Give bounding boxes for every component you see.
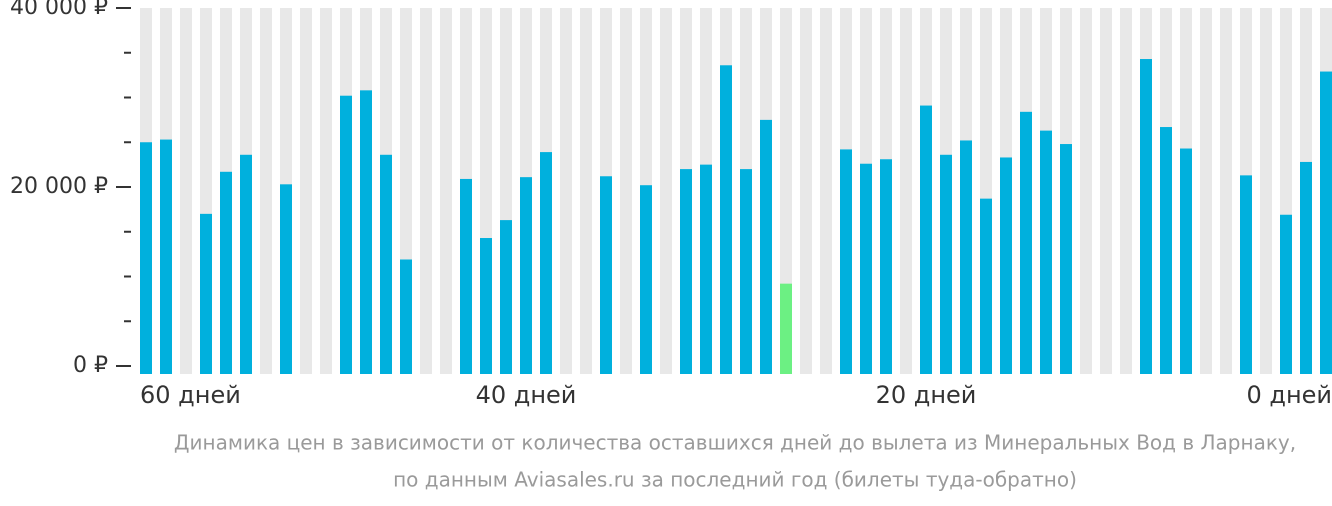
x-tick-label: 20 дней [876, 381, 977, 409]
bar [240, 154, 252, 374]
bar [940, 154, 952, 374]
column-background [1200, 8, 1212, 374]
bar [680, 169, 692, 374]
bar [1240, 175, 1252, 374]
bar [1040, 130, 1052, 374]
column-background [440, 8, 452, 374]
bar [1000, 157, 1012, 374]
bar [1180, 148, 1192, 374]
column-background [320, 8, 332, 374]
bar [160, 139, 172, 374]
bar [200, 213, 212, 374]
column-background [1120, 8, 1132, 374]
bar [380, 154, 392, 374]
column-background [560, 8, 572, 374]
column-background [1220, 8, 1232, 374]
bar [500, 220, 512, 374]
column-background [580, 8, 592, 374]
bar [840, 149, 852, 374]
bar [1320, 71, 1332, 375]
bar [600, 176, 612, 374]
x-tick-label: 40 дней [476, 381, 577, 409]
bar [140, 142, 152, 374]
bar [1020, 111, 1032, 374]
bar [400, 259, 412, 374]
bar [1300, 161, 1312, 374]
bar [740, 169, 752, 374]
column-background [1100, 8, 1112, 374]
bar [280, 184, 292, 374]
bar [780, 283, 792, 374]
bar [480, 238, 492, 374]
bar [860, 163, 872, 374]
column-background [180, 8, 192, 374]
column-background [420, 8, 432, 374]
bar [360, 90, 372, 374]
bar [960, 140, 972, 374]
caption: по данным Aviasales.ru за последний год … [393, 468, 1077, 492]
column-background [780, 8, 792, 374]
bar [1160, 127, 1172, 374]
column-background [900, 8, 912, 374]
y-tick-label: 20 000 ₽ [10, 174, 108, 199]
column-background [620, 8, 632, 374]
bar [540, 152, 552, 374]
column-background [300, 8, 312, 374]
bar [880, 159, 892, 374]
bar [520, 177, 532, 374]
bar [460, 178, 472, 374]
column-background [1080, 8, 1092, 374]
bar [640, 185, 652, 374]
y-tick-label: 40 000 ₽ [10, 0, 108, 20]
bar [1280, 214, 1292, 374]
x-tick-label: 60 дней [140, 381, 241, 409]
bar [980, 198, 992, 374]
bar [920, 105, 932, 375]
bar [340, 95, 352, 375]
bar [760, 119, 772, 374]
column-background [800, 8, 812, 374]
bar [720, 65, 732, 374]
column-background [660, 8, 672, 374]
bar [220, 171, 232, 374]
bar [1060, 144, 1072, 374]
column-background [820, 8, 832, 374]
y-tick-label: 0 ₽ [73, 353, 108, 378]
column-background [260, 8, 272, 374]
caption: Динамика цен в зависимости от количества… [174, 431, 1296, 455]
bar [1140, 59, 1152, 374]
x-tick-label: 0 дней [1246, 381, 1332, 409]
column-background [1260, 8, 1272, 374]
bar [700, 164, 712, 374]
